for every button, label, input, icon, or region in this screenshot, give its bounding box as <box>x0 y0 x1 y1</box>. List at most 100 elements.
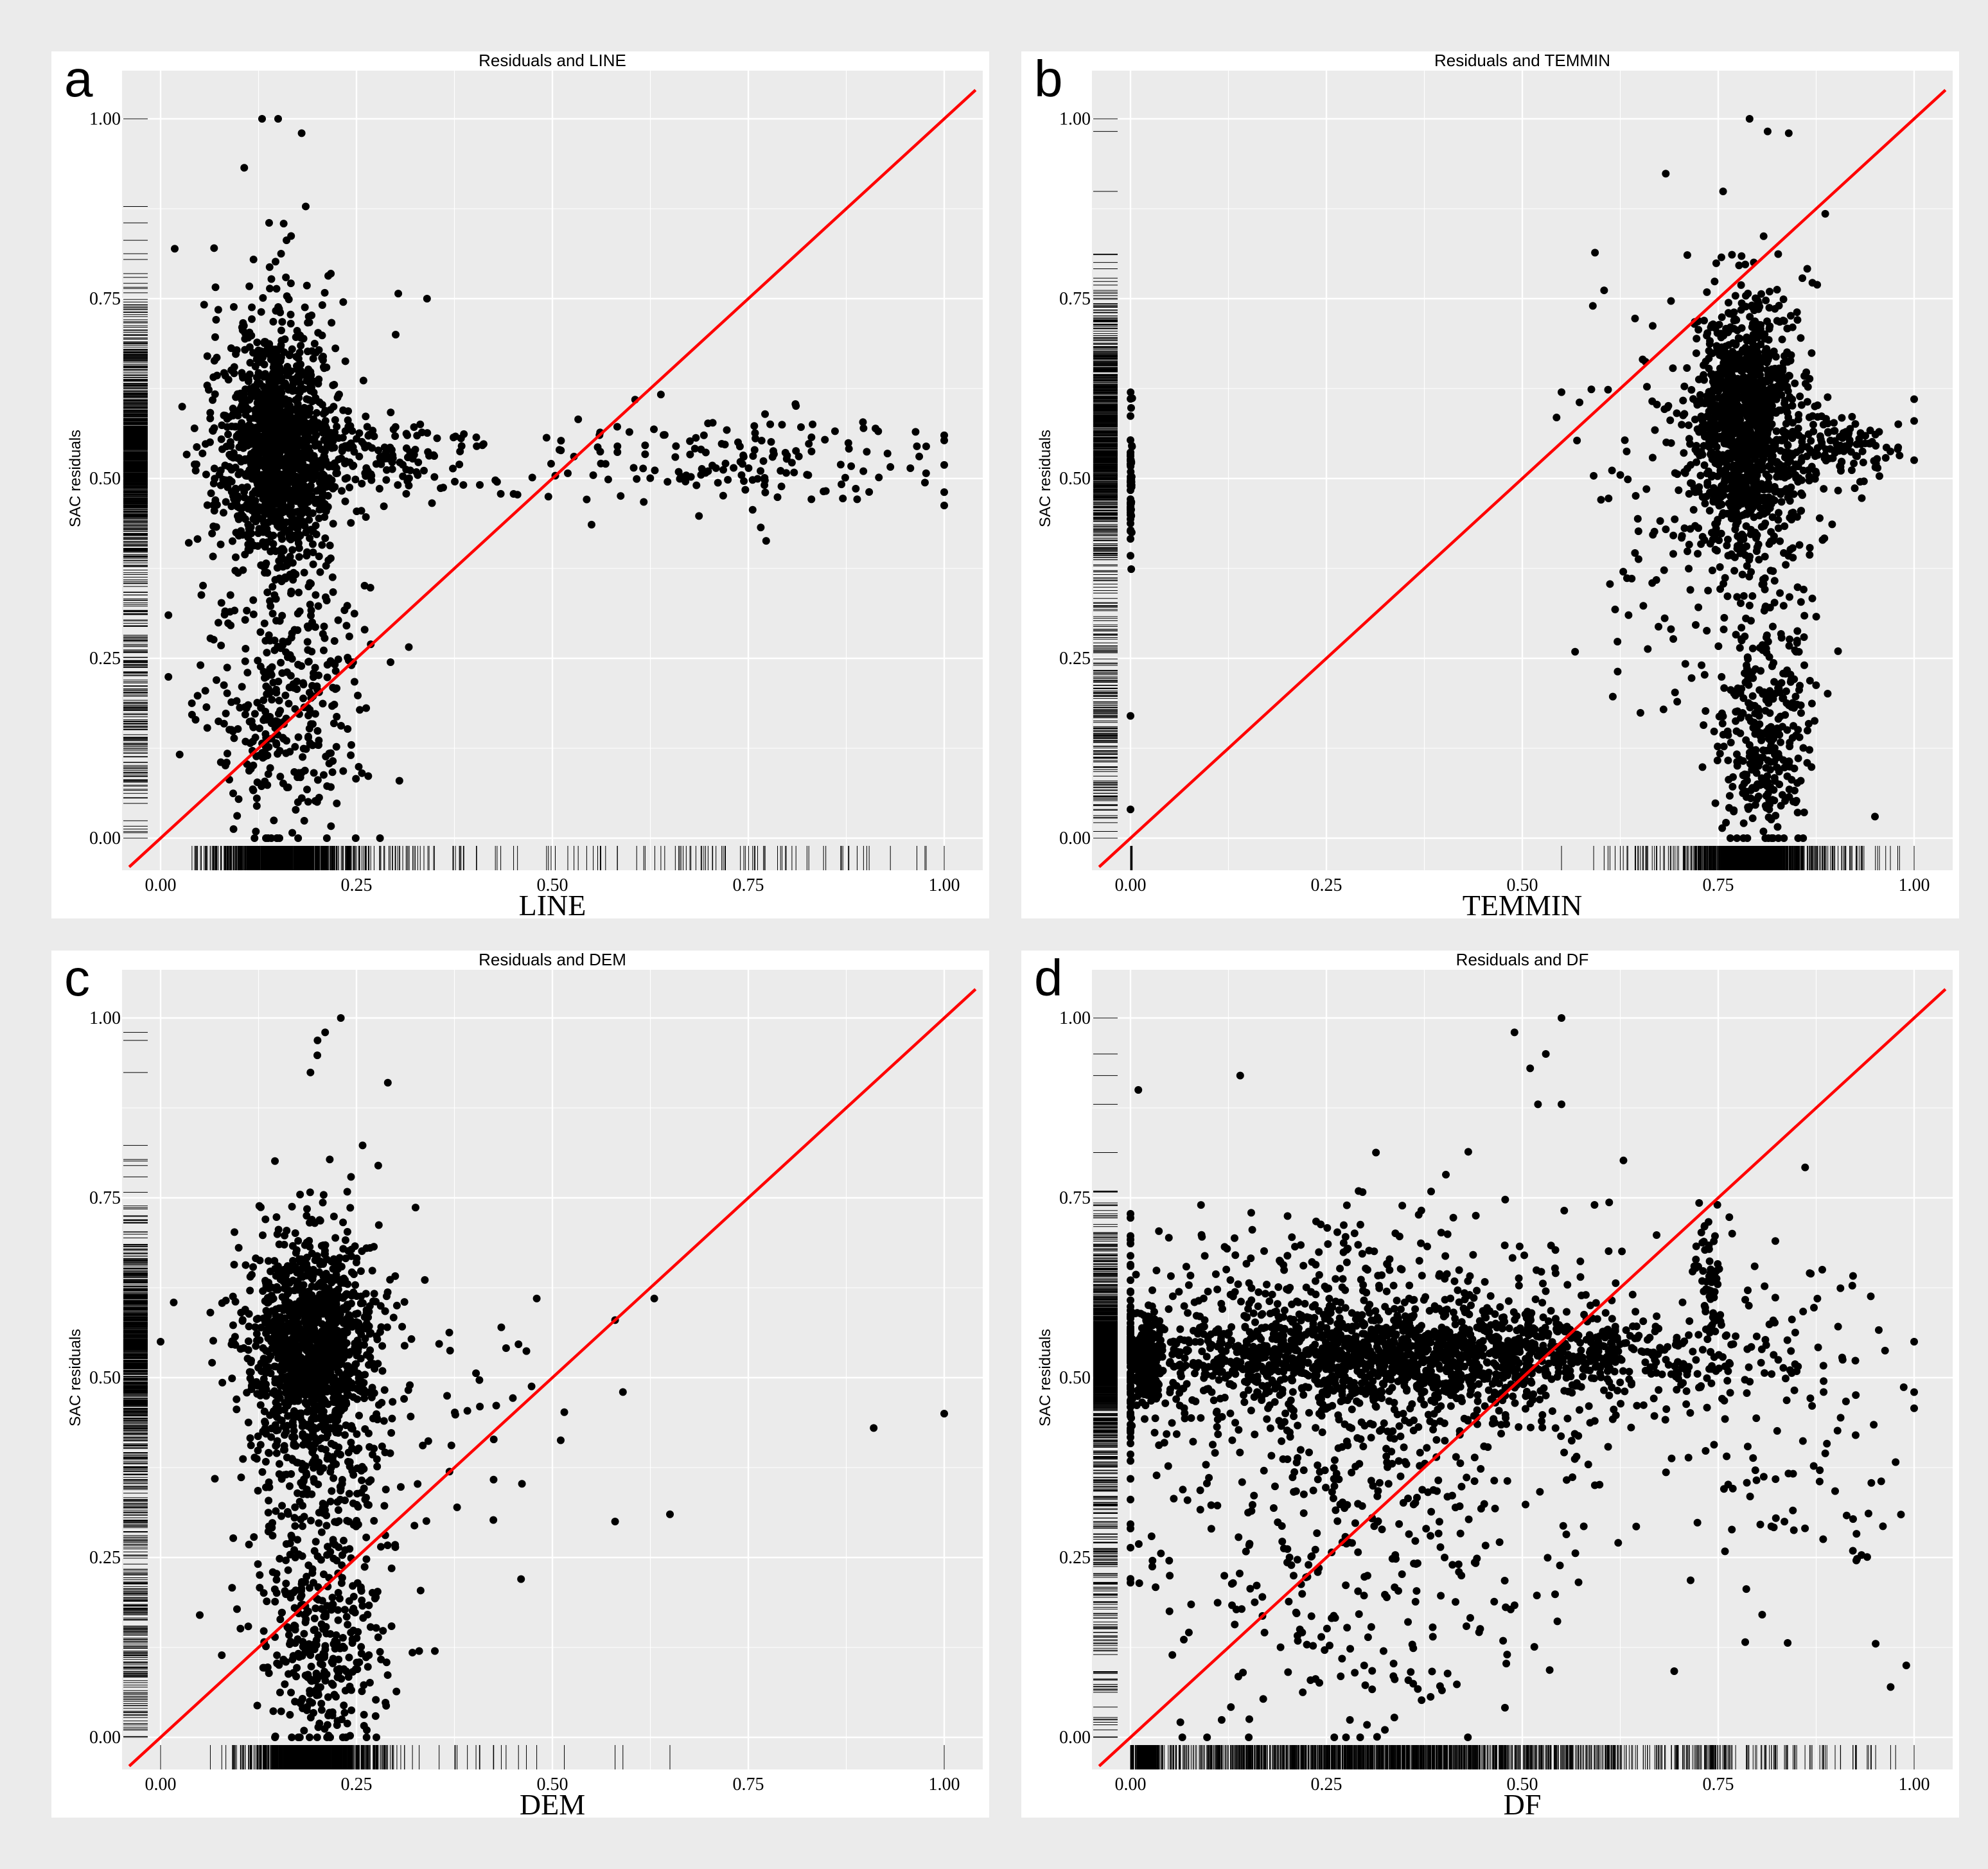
data-point <box>238 419 246 427</box>
data-point <box>240 493 249 502</box>
data-point <box>308 540 317 548</box>
data-point <box>320 622 328 631</box>
data-point <box>294 525 302 533</box>
data-point <box>294 733 303 741</box>
data-point <box>423 295 431 303</box>
data-point <box>761 476 769 484</box>
data-point <box>270 591 279 599</box>
data-point <box>333 393 342 401</box>
data-point <box>218 421 226 430</box>
data-point <box>259 696 268 705</box>
data-point <box>557 446 565 455</box>
data-point <box>277 658 285 667</box>
data-point <box>341 497 349 505</box>
data-point <box>202 703 211 711</box>
data-point <box>322 834 331 842</box>
data-point <box>299 753 307 761</box>
data-point <box>906 464 915 473</box>
data-point <box>286 651 294 659</box>
data-point <box>207 489 215 497</box>
data-point <box>358 769 366 777</box>
data-point <box>279 220 288 228</box>
data-point <box>589 471 597 479</box>
data-point <box>269 678 277 687</box>
data-point <box>220 411 228 419</box>
chart-svg-a: 0.00 0.25 0.50 0.75 1.00 0.00 0.25 0.50 0.75 1.00… <box>64 51 983 918</box>
data-point <box>781 448 789 457</box>
data-point <box>295 553 303 561</box>
data-point <box>290 438 298 446</box>
data-point <box>294 610 302 618</box>
x-tick-label: 0.50 <box>537 875 568 895</box>
data-point <box>191 466 200 475</box>
data-point <box>309 560 317 568</box>
data-point <box>807 447 816 455</box>
data-point <box>243 669 252 677</box>
data-point <box>859 418 867 426</box>
chart-title: Residuals and LINE <box>479 51 626 70</box>
data-point <box>449 464 457 473</box>
data-point <box>219 475 227 484</box>
data-point <box>217 641 225 649</box>
data-point <box>287 232 295 240</box>
data-point <box>222 498 230 506</box>
data-point <box>246 358 254 367</box>
data-point <box>274 417 283 426</box>
data-point <box>375 484 383 493</box>
data-point <box>267 532 276 541</box>
data-point <box>297 368 306 376</box>
data-point <box>238 484 246 492</box>
data-point <box>831 427 839 435</box>
data-point <box>749 452 757 460</box>
data-point <box>288 629 296 638</box>
data-point <box>329 588 337 596</box>
data-point <box>258 115 266 123</box>
data-point <box>200 301 208 309</box>
data-point <box>327 270 335 278</box>
data-point <box>277 577 286 586</box>
data-point <box>318 423 326 432</box>
data-point <box>311 497 319 505</box>
data-point <box>329 757 337 765</box>
data-point <box>193 692 202 700</box>
data-point <box>271 455 279 464</box>
data-point <box>291 705 299 713</box>
data-point <box>339 298 347 306</box>
data-point <box>274 710 283 718</box>
data-point <box>233 812 242 820</box>
data-point <box>275 477 283 486</box>
data-point <box>251 505 259 514</box>
data-point <box>698 465 706 473</box>
data-point <box>285 699 293 708</box>
data-point <box>197 661 205 669</box>
data-point <box>841 473 849 482</box>
data-point <box>243 472 252 480</box>
data-point <box>304 583 313 591</box>
data-point <box>281 691 290 699</box>
data-point <box>323 441 331 450</box>
data-point <box>682 477 690 486</box>
x-axis-label: LINE <box>519 889 586 918</box>
data-point <box>218 445 227 453</box>
data-point <box>313 441 321 450</box>
rug-marks <box>1093 118 1915 870</box>
data-point <box>286 552 294 561</box>
data-point <box>248 303 256 312</box>
data-point <box>313 682 321 690</box>
data-point <box>323 430 331 438</box>
data-point <box>301 434 310 442</box>
data-point <box>203 382 211 390</box>
data-point <box>430 473 439 481</box>
data-point <box>307 720 315 728</box>
data-point <box>424 448 432 456</box>
data-point <box>277 326 285 335</box>
data-point <box>201 687 209 695</box>
data-point <box>305 483 313 491</box>
data-point <box>265 263 274 271</box>
data-point <box>752 434 760 443</box>
data-point <box>344 725 352 733</box>
data-point <box>360 581 369 590</box>
data-point <box>296 484 304 492</box>
data-point <box>768 453 777 461</box>
data-point <box>294 399 302 408</box>
